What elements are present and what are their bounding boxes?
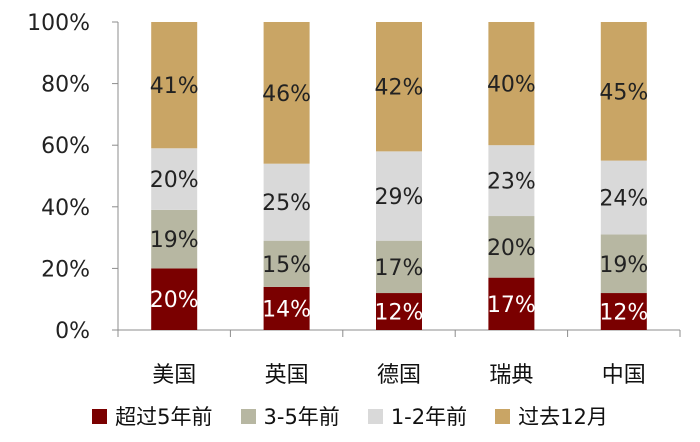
bar-2-0 <box>151 148 198 210</box>
data-label-2-3: 23% <box>487 170 536 195</box>
stacked-bar-chart: 0% 20% 40% 60% 80% 100% 20% 19% 20% 41% 美国 14% 15% 25… <box>27 11 681 388</box>
data-label-1-3: 20% <box>487 236 536 261</box>
x-tick-label-0: 美国 <box>152 363 196 388</box>
data-label-2-2: 29% <box>375 185 424 210</box>
y-tick-label-2: 40% <box>41 196 90 221</box>
data-label-1-1: 15% <box>262 253 311 278</box>
bar-2-4 <box>600 160 647 235</box>
data-label-3-2: 42% <box>375 76 424 101</box>
bar-1-3 <box>488 216 535 278</box>
y-tick-label-3: 60% <box>41 134 90 159</box>
legend-item-series-2: 1-2年前 <box>367 401 468 431</box>
bar-0-3 <box>488 277 535 330</box>
legend-item-series-0: 超过5年前 <box>92 401 213 431</box>
y-tick-label-1: 20% <box>41 257 90 282</box>
data-label-1-2: 17% <box>375 256 424 281</box>
y-tick-label-5: 100% <box>27 11 90 36</box>
legend: 超过5年前 3-5年前 1-2年前 过去12月 <box>0 396 700 436</box>
x-tick-label-4: 中国 <box>602 363 646 388</box>
legend-item-series-3: 过去12月 <box>495 401 608 431</box>
data-label-0-1: 14% <box>262 297 311 322</box>
legend-label-series-3: 过去12月 <box>518 405 608 429</box>
data-label-0-4: 12% <box>599 301 648 326</box>
bar-2-3 <box>488 145 535 217</box>
data-label-0-0: 20% <box>150 288 199 313</box>
data-label-2-0: 20% <box>150 168 199 193</box>
bar-0-2 <box>376 293 422 330</box>
bar-3-1 <box>263 22 310 164</box>
legend-label-series-0: 超过5年前 <box>115 405 213 429</box>
bar-0-4 <box>600 293 647 330</box>
data-label-1-4: 19% <box>599 253 648 278</box>
legend-swatch-series-3 <box>495 408 511 424</box>
bar-3-3 <box>488 22 535 146</box>
legend-label-series-1: 3-5年前 <box>263 405 340 429</box>
data-label-0-3: 17% <box>487 293 536 318</box>
bar-1-1 <box>263 240 310 287</box>
bar-3-0 <box>151 22 198 149</box>
data-label-3-0: 41% <box>150 74 199 99</box>
bar-2-1 <box>263 163 310 241</box>
legend-item-series-1: 3-5年前 <box>240 401 340 431</box>
data-label-3-3: 40% <box>487 73 536 98</box>
data-label-3-1: 46% <box>262 82 311 107</box>
bar-0-1 <box>263 286 310 330</box>
legend-swatch-series-2 <box>367 408 383 424</box>
legend-swatch-series-0 <box>92 408 108 424</box>
x-tick-label-2: 德国 <box>377 363 421 388</box>
bar-1-0 <box>151 209 198 269</box>
data-label-0-2: 12% <box>375 301 424 326</box>
y-tick-label-4: 80% <box>41 73 90 98</box>
data-label-1-0: 19% <box>150 228 199 253</box>
legend-label-series-2: 1-2年前 <box>390 405 468 429</box>
data-label-2-1: 25% <box>262 191 311 216</box>
y-tick-label-0: 0% <box>55 319 90 344</box>
legend-swatch-series-1 <box>240 408 256 424</box>
bar-3-4 <box>600 22 647 161</box>
data-label-3-4: 45% <box>599 80 648 105</box>
bar-3-2 <box>376 22 422 152</box>
bar-0-0 <box>151 268 198 330</box>
x-tick-label-1: 英国 <box>265 363 309 388</box>
bar-1-2 <box>376 240 422 294</box>
data-label-2-4: 24% <box>599 187 648 212</box>
x-tick-label-3: 瑞典 <box>489 363 533 388</box>
bar-1-4 <box>600 234 647 294</box>
bar-2-2 <box>376 151 422 241</box>
